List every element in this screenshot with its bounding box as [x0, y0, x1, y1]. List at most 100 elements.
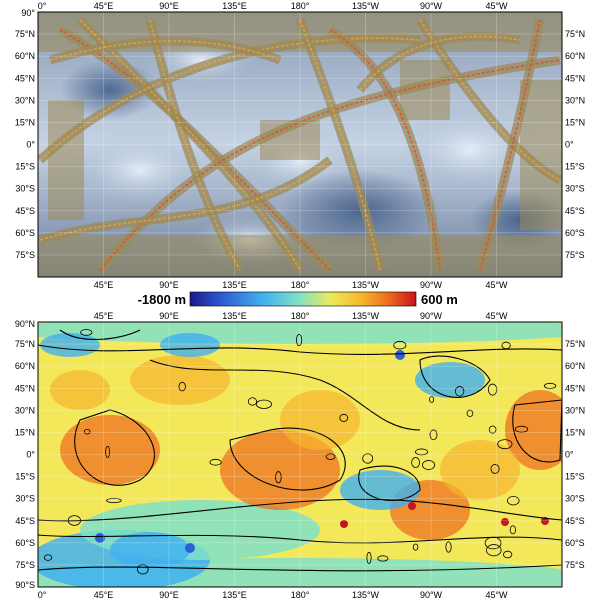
- lat-tick-label: 30°N: [15, 95, 35, 105]
- contour-line: [38, 498, 562, 522]
- contour-line: [38, 534, 562, 544]
- lat-tick-label: 15°S: [565, 162, 585, 172]
- contour-line: [59, 329, 141, 340]
- mosaic-lon-labels-bottom: 45°E 90°E 135°E 180° 135°W 90°W 45°W: [94, 280, 508, 290]
- contour-line: [149, 359, 421, 431]
- contour-ring: [106, 497, 122, 504]
- lon-tick-label: 135°W: [352, 1, 380, 11]
- basin-region: [160, 333, 220, 357]
- contour-ring: [178, 381, 186, 392]
- lat-tick-label: 15°S: [15, 162, 35, 172]
- contour-ring: [362, 453, 374, 464]
- swath-elevation-trace: [419, 19, 561, 181]
- lon-tick-label: 180°: [291, 311, 310, 321]
- lon-tick-label: 45°E: [94, 311, 114, 321]
- contour-ring: [393, 340, 407, 350]
- contour-ring: [429, 396, 435, 403]
- mosaic-panel: 0° 45°E 90°E 135°E 180° 135°W 90°W 45°W 45°E 90°…: [15, 1, 585, 290]
- mosaic-lon-labels-top: 0° 45°E 90°E 135°E 180° 135°W 90°W 45°W: [38, 1, 508, 11]
- contour-ring: [366, 551, 372, 564]
- contour-ring: [137, 564, 149, 575]
- contour-ring: [275, 471, 282, 484]
- lat-tick-label: 30°N: [15, 405, 35, 415]
- lon-tick-label: 45°W: [485, 311, 508, 321]
- contour-ring: [412, 543, 419, 551]
- lat-tick-label: 15°N: [15, 117, 35, 127]
- contour-line: [358, 465, 421, 501]
- lat-tick-label: 45°S: [15, 206, 35, 216]
- peak-spot: [340, 520, 348, 528]
- contour-line: [419, 355, 491, 398]
- lon-tick-label: 45°W: [485, 1, 508, 11]
- contour-ring: [509, 525, 517, 535]
- cloud-blob: [280, 170, 440, 250]
- lat-tick-label: 15°S: [565, 472, 585, 482]
- lat-tick-label: 75°N: [565, 29, 585, 39]
- swath-elevation-trace: [329, 29, 441, 271]
- contour-ring: [422, 460, 436, 470]
- lat-tick-label: 90°: [21, 8, 35, 18]
- lat-tick-label: 60°S: [15, 538, 35, 548]
- swath-elevation-trace: [149, 19, 241, 271]
- contour-ring: [411, 457, 420, 468]
- lat-tick-label: 45°N: [15, 73, 35, 83]
- topography-lon-labels-bottom: 0° 45°E 90°E 135°E 180° 135°W 90°W 45°W: [38, 590, 508, 600]
- lon-tick-label: 135°W: [352, 590, 380, 600]
- contour-ring: [445, 541, 452, 553]
- topography-gridlines: [38, 322, 562, 587]
- lon-tick-label: 45°E: [94, 590, 114, 600]
- contour-line: [38, 344, 562, 355]
- lat-tick-label: 45°N: [565, 383, 585, 393]
- lon-tick-label: 90°W: [420, 1, 443, 11]
- deep-spot: [95, 533, 105, 543]
- lat-tick-label: 45°S: [565, 516, 585, 526]
- lat-tick-label: 60°N: [15, 361, 35, 371]
- elevation-colorbar: -1800 m 600 m: [138, 291, 458, 307]
- sar-swath: [38, 33, 421, 164]
- lon-tick-label: 45°W: [485, 590, 508, 600]
- contour-ring: [325, 453, 336, 460]
- lat-tick-label: 75°S: [565, 560, 585, 570]
- lon-tick-label: 180°: [291, 590, 310, 600]
- contour-line: [512, 399, 562, 463]
- mosaic-gridlines: [38, 12, 562, 277]
- swath-elevation-trace: [299, 19, 381, 271]
- lon-tick-label: 0°: [38, 1, 47, 11]
- lat-tick-label: 45°S: [565, 206, 585, 216]
- contour-ring: [543, 382, 557, 389]
- lon-tick-label: 180°: [291, 1, 310, 11]
- swath-elevation-trace: [479, 19, 541, 271]
- lat-tick-label: 60°N: [565, 361, 585, 371]
- topography-lat-labels-right: 75°N 60°N 45°N 30°N 15°N 0° 15°S 30°S 45°S 60°S 75…: [565, 339, 585, 570]
- lat-tick-label: 30°N: [565, 95, 585, 105]
- contour-line: [74, 409, 155, 486]
- lat-tick-label: 60°N: [565, 51, 585, 61]
- contour-ring: [466, 409, 474, 417]
- lat-tick-label: 15°N: [565, 117, 585, 127]
- highland-region: [50, 370, 110, 410]
- sar-swaths: [38, 16, 562, 274]
- lat-tick-label: 0°: [565, 450, 574, 460]
- colorbar-max-label: 600 m: [421, 292, 458, 307]
- lat-tick-label: 30°S: [15, 494, 35, 504]
- lat-tick-label: 0°: [26, 140, 35, 150]
- contour-ring: [296, 333, 303, 347]
- lat-tick-label: 45°N: [565, 73, 585, 83]
- lon-tick-label: 135°E: [222, 311, 247, 321]
- contour-ring: [43, 554, 53, 561]
- contour-ring: [487, 383, 498, 396]
- lat-tick-label: 0°: [565, 140, 574, 150]
- lat-tick-label: 15°N: [565, 427, 585, 437]
- contour-ring: [247, 397, 258, 406]
- lon-tick-label: 0°: [38, 590, 47, 600]
- contour-ring: [429, 429, 438, 441]
- topography-fill: [38, 322, 562, 587]
- contour-ring: [105, 445, 111, 458]
- basin-region: [40, 333, 100, 357]
- contour-ring: [83, 428, 91, 435]
- lon-tick-label: 45°W: [485, 280, 508, 290]
- contour-ring: [455, 386, 465, 397]
- topography-lon-labels-top: 45°E 90°E 135°E 180° 135°W 90°W 45°W: [94, 311, 508, 321]
- highland-region: [130, 355, 230, 405]
